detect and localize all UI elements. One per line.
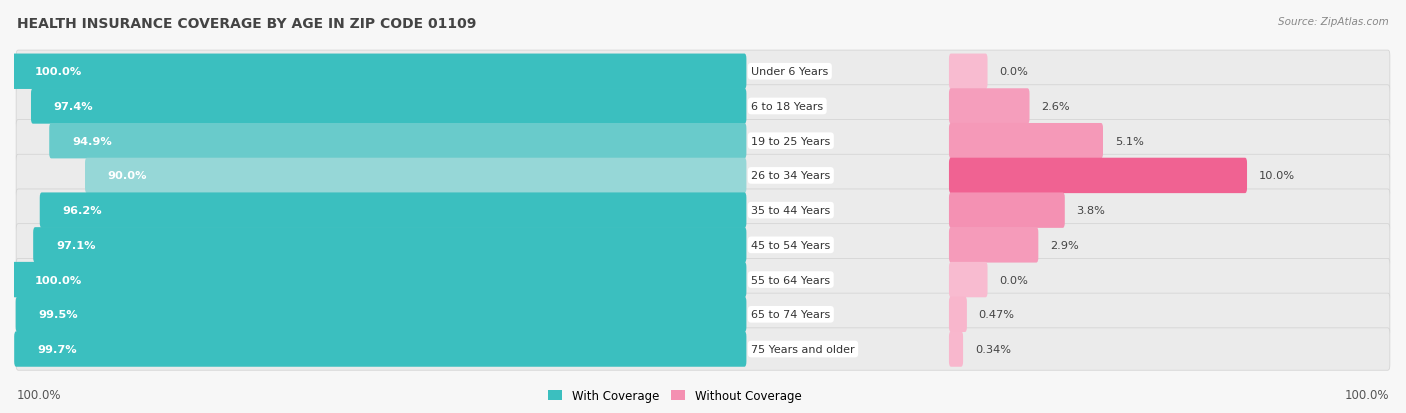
Text: 75 Years and older: 75 Years and older (751, 344, 855, 354)
FancyBboxPatch shape (949, 262, 987, 298)
Text: 19 to 25 Years: 19 to 25 Years (751, 136, 831, 146)
Text: 0.34%: 0.34% (974, 344, 1011, 354)
Text: 26 to 34 Years: 26 to 34 Years (751, 171, 831, 181)
FancyBboxPatch shape (14, 332, 747, 367)
Text: 45 to 54 Years: 45 to 54 Years (751, 240, 831, 250)
Text: 100.0%: 100.0% (17, 388, 62, 401)
Text: 94.9%: 94.9% (72, 136, 111, 146)
FancyBboxPatch shape (13, 55, 747, 90)
FancyBboxPatch shape (15, 120, 1391, 162)
FancyBboxPatch shape (15, 224, 1391, 266)
Legend: With Coverage, Without Coverage: With Coverage, Without Coverage (544, 385, 806, 407)
FancyBboxPatch shape (15, 51, 1391, 93)
FancyBboxPatch shape (949, 89, 1029, 124)
Text: 0.47%: 0.47% (979, 310, 1015, 320)
Text: 35 to 44 Years: 35 to 44 Years (751, 206, 831, 216)
FancyBboxPatch shape (15, 328, 1391, 370)
Text: Under 6 Years: Under 6 Years (751, 67, 828, 77)
FancyBboxPatch shape (39, 193, 747, 228)
Text: 99.5%: 99.5% (38, 310, 77, 320)
FancyBboxPatch shape (49, 123, 747, 159)
Text: 10.0%: 10.0% (1258, 171, 1295, 181)
Text: Source: ZipAtlas.com: Source: ZipAtlas.com (1278, 17, 1389, 26)
Text: 96.2%: 96.2% (62, 206, 103, 216)
Text: 3.8%: 3.8% (1077, 206, 1105, 216)
Text: 100.0%: 100.0% (35, 67, 82, 77)
FancyBboxPatch shape (949, 55, 987, 90)
Text: 6 to 18 Years: 6 to 18 Years (751, 102, 824, 112)
Text: 99.7%: 99.7% (37, 344, 76, 354)
FancyBboxPatch shape (15, 85, 1391, 128)
Text: 0.0%: 0.0% (1000, 67, 1028, 77)
FancyBboxPatch shape (949, 332, 963, 367)
FancyBboxPatch shape (949, 297, 967, 332)
Text: 100.0%: 100.0% (35, 275, 82, 285)
FancyBboxPatch shape (949, 228, 1038, 263)
Text: 97.4%: 97.4% (53, 102, 93, 112)
Text: 100.0%: 100.0% (1344, 388, 1389, 401)
Text: 65 to 74 Years: 65 to 74 Years (751, 310, 831, 320)
FancyBboxPatch shape (15, 297, 747, 332)
FancyBboxPatch shape (84, 158, 747, 194)
FancyBboxPatch shape (13, 262, 747, 298)
FancyBboxPatch shape (15, 259, 1391, 301)
Text: 5.1%: 5.1% (1115, 136, 1143, 146)
Text: HEALTH INSURANCE COVERAGE BY AGE IN ZIP CODE 01109: HEALTH INSURANCE COVERAGE BY AGE IN ZIP … (17, 17, 477, 31)
FancyBboxPatch shape (15, 155, 1391, 197)
Text: 2.6%: 2.6% (1042, 102, 1070, 112)
FancyBboxPatch shape (949, 193, 1064, 228)
FancyBboxPatch shape (949, 123, 1102, 159)
Text: 0.0%: 0.0% (1000, 275, 1028, 285)
FancyBboxPatch shape (949, 158, 1247, 194)
Text: 90.0%: 90.0% (108, 171, 148, 181)
FancyBboxPatch shape (31, 89, 747, 124)
FancyBboxPatch shape (34, 228, 747, 263)
Text: 2.9%: 2.9% (1050, 240, 1078, 250)
Text: 55 to 64 Years: 55 to 64 Years (751, 275, 831, 285)
Text: 97.1%: 97.1% (56, 240, 96, 250)
FancyBboxPatch shape (15, 190, 1391, 232)
FancyBboxPatch shape (15, 293, 1391, 336)
